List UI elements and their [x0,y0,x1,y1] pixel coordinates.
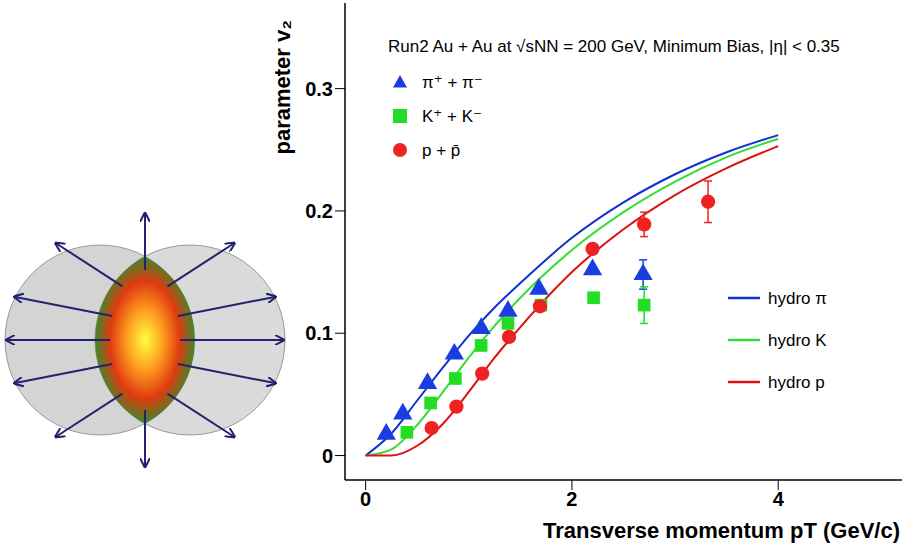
svg-text:K⁺ + K⁻: K⁺ + K⁻ [422,107,482,126]
svg-text:π⁺ + π⁻: π⁺ + π⁻ [422,73,483,92]
svg-text:0.3: 0.3 [305,78,333,100]
svg-text:p + p̄: p + p̄ [422,141,460,160]
svg-text:hydro π: hydro π [768,289,827,308]
svg-text:0.2: 0.2 [305,200,333,222]
svg-text:2: 2 [566,488,577,510]
svg-text:parameter v₂: parameter v₂ [270,20,295,155]
svg-text:4: 4 [773,488,785,510]
svg-text:0: 0 [322,445,333,467]
svg-text:Transverse momentum pT (GeV/c): Transverse momentum pT (GeV/c) [543,518,900,543]
svg-text:hydro p: hydro p [768,373,825,392]
svg-text:Run2 Au + Au at √sNN = 200 GeV: Run2 Au + Au at √sNN = 200 GeV, Minimum … [388,37,840,56]
svg-text:hydro K: hydro K [768,331,827,350]
svg-text:0.1: 0.1 [305,322,333,344]
svg-text:0: 0 [360,488,371,510]
